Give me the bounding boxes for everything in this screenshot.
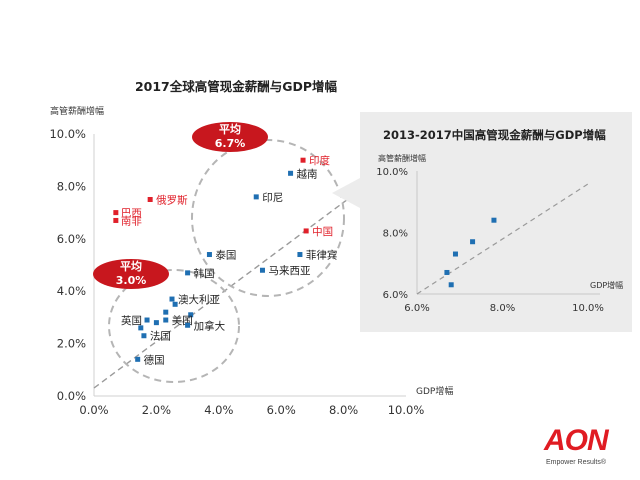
main-y-axis-label: 高管薪酬增幅 [50, 105, 104, 117]
inset-x-axis-label: GDP增幅 [590, 280, 623, 290]
main-data-point-label: 越南 [297, 167, 318, 180]
inset-y-tick-label: 6.0% [383, 290, 408, 301]
inset-data-point [491, 217, 497, 223]
main-data-point [153, 320, 159, 326]
aon-wordmark: AON [544, 424, 609, 457]
main-data-point-label: 澳大利亚 [178, 293, 220, 306]
inset-data-point [452, 251, 458, 257]
main-data-point-label: 泰国 [215, 249, 236, 262]
low-growth-group-circle [108, 269, 240, 383]
main-data-point [288, 170, 294, 176]
main-data-point-label: 韩国 [194, 267, 215, 280]
main-data-point [163, 317, 169, 323]
inset-x-tick-label: 10.0% [572, 303, 604, 314]
main-y-tick-label: 4.0% [57, 284, 86, 298]
average-badge-high-label: 平均 [219, 122, 241, 136]
main-data-point-label: 加拿大 [194, 319, 226, 332]
main-data-point-label: 中国 [312, 225, 333, 238]
inset-x-tick-label: 8.0% [490, 303, 515, 314]
main-data-point-label: 印尼 [262, 192, 283, 204]
main-data-point-label: 印度 [309, 154, 330, 167]
inset-y-tick-label: 8.0% [383, 229, 408, 240]
aon-tagline: Empower Results® [546, 459, 607, 466]
main-data-point [141, 333, 147, 339]
inset-y-tick-label: 10.0% [376, 167, 408, 178]
average-badge-high-value: 6.7% [215, 137, 246, 150]
main-data-point [138, 325, 144, 331]
average-badge-high: 平均 6.7% [192, 122, 268, 152]
main-data-point-label: 英国 [121, 314, 142, 327]
inset-reference-diagonal [416, 183, 589, 295]
main-data-point [147, 197, 153, 202]
main-data-point [113, 210, 119, 216]
inset-data-point [448, 282, 454, 288]
main-x-tick-label: 10.0% [388, 403, 425, 417]
main-data-point [259, 267, 265, 273]
main-data-point [163, 309, 169, 315]
inset-data-point [444, 269, 450, 275]
main-data-point [206, 252, 212, 258]
china-inset-chart: 2013-2017中国高管现金薪酬与GDP增幅 高管薪酬增幅 GDP增幅 6.0… [332, 112, 632, 332]
main-data-point-label: 俄罗斯 [156, 194, 188, 207]
main-data-point [303, 228, 309, 234]
main-y-tick-label: 8.0% [57, 179, 86, 193]
main-scatter-chart: 2017全球高管现金薪酬与GDP增幅 高管薪酬增幅 GDP增幅 0.0% 2.0%… [49, 79, 453, 417]
main-data-point-label: 法国 [150, 330, 171, 343]
main-data-point [169, 296, 175, 302]
inset-pointer [332, 178, 360, 208]
main-data-point-label: 马来西亚 [268, 265, 310, 277]
main-x-tick-label: 8.0% [329, 403, 358, 417]
inset-data-points [444, 217, 497, 288]
inset-x-tick-label: 6.0% [404, 303, 429, 314]
inset-chart-title: 2013-2017中国高管现金薪酬与GDP增幅 [383, 128, 606, 142]
main-data-point-label: 菲律宾 [306, 249, 338, 262]
main-x-tick-label: 4.0% [204, 403, 233, 417]
main-data-point [113, 217, 119, 223]
main-y-tick-label: 0.0% [57, 389, 86, 403]
inset-data-point [470, 239, 476, 245]
main-y-tick-label: 2.0% [57, 337, 86, 351]
main-data-point [185, 322, 191, 328]
main-y-tick-label: 10.0% [49, 127, 86, 141]
average-badge-low-value: 3.0% [116, 274, 147, 287]
average-badge-low: 平均 3.0% [93, 259, 169, 289]
main-data-point-label: 南非 [121, 214, 142, 227]
inset-y-axis-label: 高管薪酬增幅 [378, 153, 426, 163]
main-data-point [253, 194, 259, 200]
aon-logo: AON Empower Results® [536, 426, 616, 472]
main-chart-title: 2017全球高管现金薪酬与GDP增幅 [135, 79, 338, 94]
main-data-point-label: 巴西 [121, 208, 142, 220]
main-x-tick-label: 6.0% [267, 403, 296, 417]
main-data-point [172, 301, 178, 307]
main-y-tick-label: 6.0% [57, 232, 86, 246]
main-x-axis-label: GDP增幅 [416, 385, 453, 397]
average-badge-low-label: 平均 [120, 259, 142, 273]
main-data-point [300, 157, 306, 163]
main-data-point-label: 德国 [144, 353, 165, 366]
main-data-point [297, 252, 303, 258]
inset-tick-labels: 6.0% 8.0% 10.0% 6.0% 8.0% 10.0% [376, 167, 604, 314]
main-data-point [144, 317, 150, 323]
high-growth-group-circle [191, 139, 345, 297]
main-x-tick-label: 2.0% [142, 403, 171, 417]
main-data-point [188, 312, 194, 318]
main-data-point [135, 356, 141, 362]
main-tick-labels: 0.0% 2.0% 4.0% 6.0% 8.0% 10.0% 0.0% 2.0% 4.0% 6.0… [49, 127, 424, 417]
main-x-tick-label: 0.0% [79, 403, 108, 417]
main-data-point [185, 270, 191, 276]
